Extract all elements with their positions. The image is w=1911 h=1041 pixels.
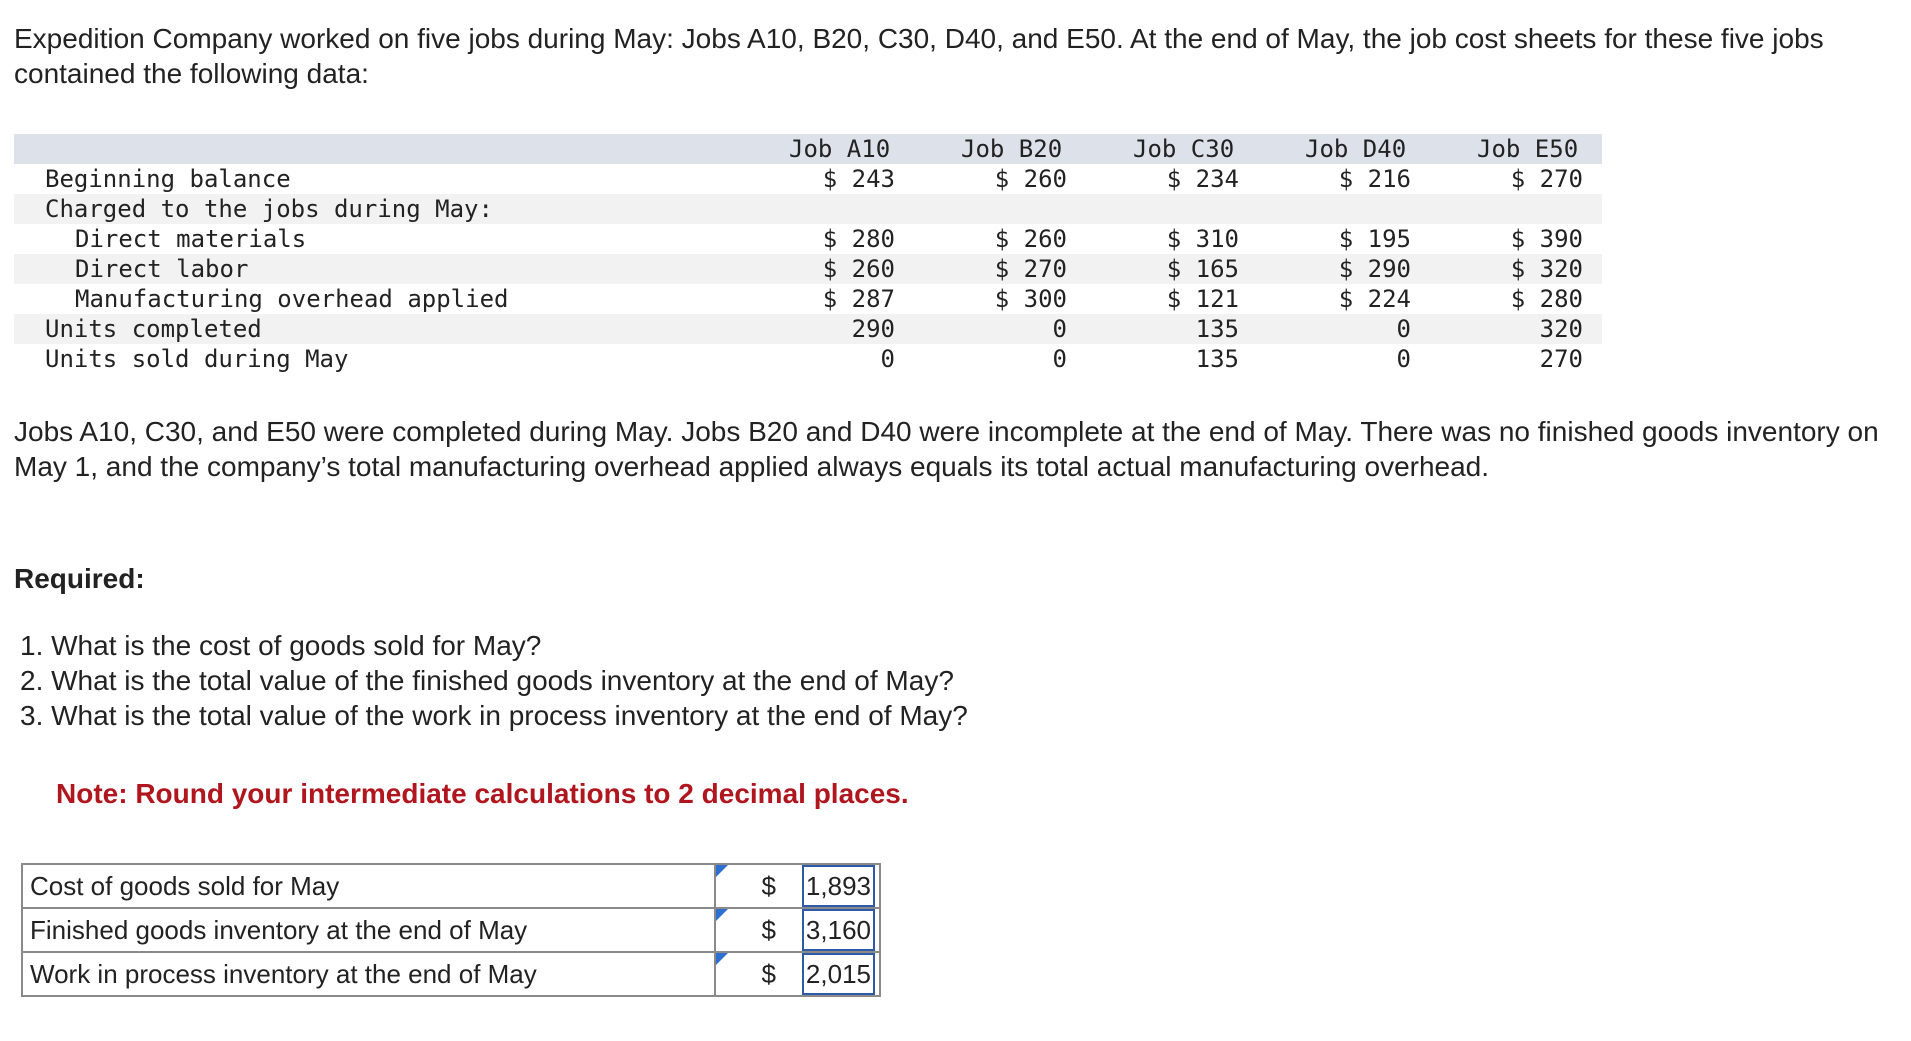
cell-value: $ 260 — [822, 255, 895, 283]
cell-value: $ 243 — [822, 165, 895, 193]
cell-value: $ 270 — [994, 255, 1067, 283]
cell-value: 0 — [1052, 315, 1067, 343]
required-heading: Required: — [14, 563, 145, 594]
answer-label: Work in process inventory at the end of … — [21, 951, 716, 997]
completion-paragraph: Jobs A10, C30, and E50 were completed du… — [14, 416, 1879, 482]
answer-value[interactable]: 2,015 — [801, 953, 875, 995]
row-label: Beginning balance — [45, 165, 291, 193]
currency-symbol: $ — [761, 959, 776, 989]
cell-value: $ 260 — [994, 165, 1067, 193]
cell-value: $ 234 — [1166, 165, 1239, 193]
question-item: 3. What is the total value of the work i… — [20, 700, 968, 731]
job-header-e50: Job E50 — [1477, 135, 1579, 163]
cell-value: 270 — [1539, 345, 1583, 373]
cell-value: $ 121 — [1166, 285, 1239, 313]
answer-currency-cell: $ — [714, 863, 780, 909]
finished-goods-answer-input[interactable]: 3,160 — [780, 907, 881, 953]
cell-value: $ 300 — [994, 285, 1067, 313]
flag-icon — [716, 909, 728, 921]
row-label: Units completed — [45, 315, 262, 343]
answer-label: Finished goods inventory at the end of M… — [21, 907, 716, 953]
wip-answer-input[interactable]: 2,015 — [780, 951, 881, 997]
job-header-b20: Job B20 — [961, 135, 1063, 163]
answer-table: Cost of goods sold for May $ 1,893 Finis… — [21, 863, 881, 997]
question-item: 2. What is the total value of the finish… — [20, 665, 954, 696]
row-label: Direct materials — [75, 225, 307, 253]
row-label: Units sold during May — [45, 345, 349, 373]
question-list: 1. What is the cost of goods sold for Ma… — [20, 628, 968, 733]
cell-value: $ 310 — [1166, 225, 1239, 253]
cell-value: $ 287 — [822, 285, 895, 313]
flag-icon — [716, 865, 728, 877]
flag-icon — [716, 953, 728, 965]
cell-value: $ 280 — [822, 225, 895, 253]
rounding-note: Note: Round your intermediate calculatio… — [56, 778, 909, 809]
answer-row: Cost of goods sold for May $ 1,893 — [21, 863, 881, 909]
cell-value: 135 — [1195, 315, 1239, 343]
job-table-row: Direct materials $ 280 $ 260 $ 310 $ 195 $ 39… — [14, 224, 1602, 254]
cell-value: $ 224 — [1338, 285, 1411, 313]
cell-value: $ 270 — [1510, 165, 1583, 193]
answer-value[interactable]: 1,893 — [801, 865, 875, 907]
job-header-d40: Job D40 — [1305, 135, 1407, 163]
job-header-a10: Job A10 — [789, 135, 891, 163]
answer-row: Finished goods inventory at the end of M… — [21, 907, 881, 953]
answer-row: Work in process inventory at the end of … — [21, 951, 881, 997]
answer-value[interactable]: 3,160 — [801, 909, 875, 951]
cell-value: 0 — [1396, 345, 1411, 373]
job-table-row: Direct labor $ 260 $ 270 $ 165 $ 290 $ 320 — [14, 254, 1602, 284]
job-table-row: Manufacturing overhead applied $ 287 $ 300… — [14, 284, 1602, 314]
row-label: Manufacturing overhead applied — [75, 285, 509, 313]
job-table-row: Units completed 290 0 135 0 320 — [14, 314, 1602, 344]
job-header-c30: Job C30 — [1133, 135, 1235, 163]
question-item: 1. What is the cost of goods sold for Ma… — [20, 630, 542, 661]
cell-value: $ 390 — [1510, 225, 1583, 253]
row-label: Direct labor — [75, 255, 249, 283]
cell-value: 0 — [1052, 345, 1067, 373]
cell-value: $ 216 — [1338, 165, 1411, 193]
job-table-row: Charged to the jobs during May: — [14, 194, 1602, 224]
cell-value: $ 165 — [1166, 255, 1239, 283]
currency-symbol: $ — [761, 915, 776, 945]
cell-value: $ 290 — [1338, 255, 1411, 283]
cell-value: $ 280 — [1510, 285, 1583, 313]
cell-value: $ 320 — [1510, 255, 1583, 283]
cell-value: 0 — [1396, 315, 1411, 343]
job-table-row: Units sold during May 0 0 135 0 270 — [14, 344, 1602, 374]
cell-value: $ 195 — [1338, 225, 1411, 253]
job-table-row: Beginning balance $ 243 $ 260 $ 234 $ 216 $ 2… — [14, 164, 1602, 194]
answer-currency-cell: $ — [714, 951, 780, 997]
cell-value: 135 — [1195, 345, 1239, 373]
cogs-answer-input[interactable]: 1,893 — [780, 863, 881, 909]
cell-value: 0 — [880, 345, 895, 373]
answer-currency-cell: $ — [714, 907, 780, 953]
cell-value: $ 260 — [994, 225, 1067, 253]
intro-paragraph: Expedition Company worked on five jobs d… — [14, 23, 1824, 89]
job-table-header-row: Job A10 Job B20 Job C30 Job D40 Job E50 — [14, 134, 1602, 164]
row-label: Charged to the jobs during May: — [45, 195, 493, 223]
answer-label: Cost of goods sold for May — [21, 863, 716, 909]
currency-symbol: $ — [761, 871, 776, 901]
cell-value: 320 — [1539, 315, 1583, 343]
job-cost-table: Job A10 Job B20 Job C30 Job D40 Job E50 … — [14, 134, 1602, 374]
cell-value: 290 — [851, 315, 895, 343]
